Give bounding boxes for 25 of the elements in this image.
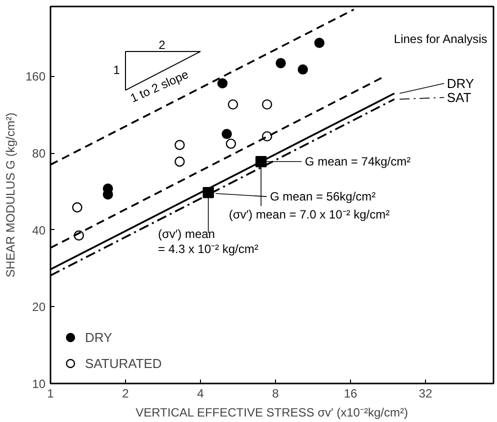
- legend-label: DRY: [85, 330, 112, 344]
- annotation: G mean = 74kg/cm²: [304, 154, 411, 169]
- x-tick-label: 1: [47, 386, 54, 400]
- x-tick-label: 32: [418, 386, 432, 400]
- x-tick-label: 16: [344, 386, 358, 400]
- annotation: 1 to 2 slope: [128, 67, 191, 106]
- annotation: 2: [158, 38, 166, 52]
- annotation: Lines for Analysis: [394, 32, 488, 46]
- x-axis-title: VERTICAL EFFECTIVE STRESS σv′ (x10⁻²kg/cm²): [136, 406, 408, 420]
- y-tick-label: 40: [32, 223, 46, 238]
- x-tick-label: 8: [272, 386, 280, 400]
- legend-label: SAT: [446, 90, 472, 105]
- x-tick-label: 4: [197, 386, 204, 400]
- legend-label: SATURATED: [85, 356, 162, 370]
- y-axis-title: SHEAR MODULUS G (kg/cm²): [3, 112, 18, 278]
- y-tick-label: 10: [32, 377, 46, 391]
- annotation: (σv′) mean = 7.0 x 10⁻² kg/cm²: [228, 208, 390, 222]
- legend-label: DRY: [446, 76, 474, 91]
- y-tick-label: 160: [25, 70, 46, 84]
- y-tick-label: 80: [32, 146, 46, 161]
- x-tick-label: 2: [122, 386, 130, 400]
- y-tick-label: 20: [32, 300, 46, 314]
- annotation: G mean = 56kg/cm²: [270, 190, 376, 204]
- annotation: 1: [113, 62, 120, 77]
- annotation: (σv′) mean = 4.3 x 10⁻² kg/cm²: [158, 226, 258, 256]
